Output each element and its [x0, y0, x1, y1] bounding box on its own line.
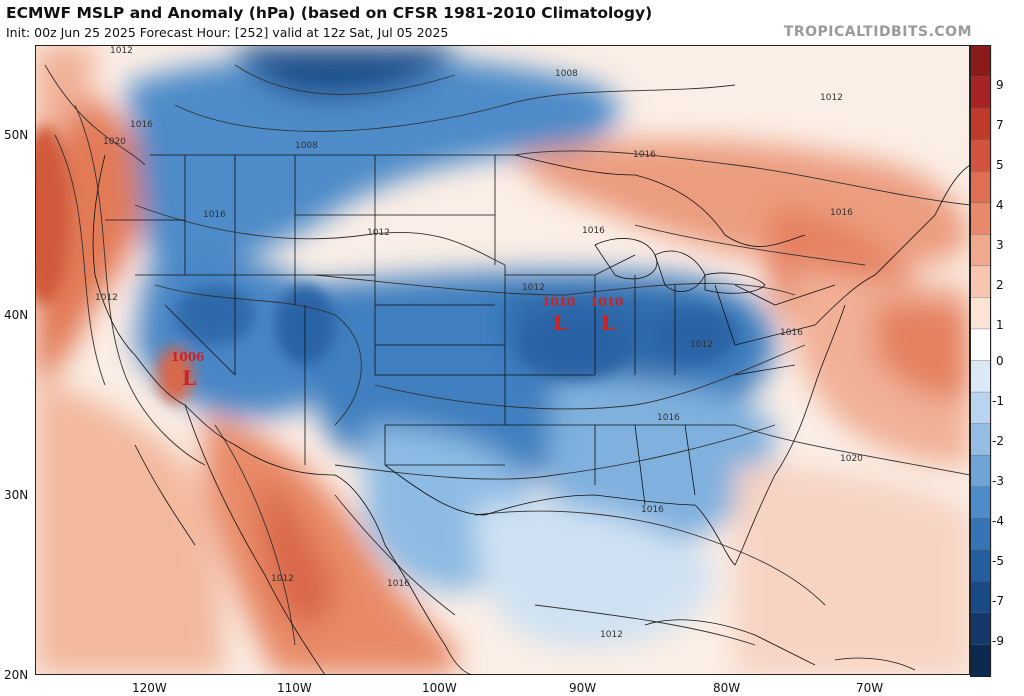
lon-label: 90W — [569, 681, 597, 695]
low-pressure-value: 1010 — [590, 295, 623, 309]
isobar-label: 1016 — [657, 413, 680, 423]
colorbar-swatch — [970, 202, 992, 235]
isobar-label: 1016 — [582, 226, 605, 236]
colorbar-swatch — [970, 265, 992, 299]
colorbar-tick-label: -4 — [992, 514, 1004, 528]
lon-label: 80W — [713, 681, 741, 695]
low-pressure-centers: 1006 L 1010 L 1010 L — [171, 295, 623, 390]
colorbar-tick-label: -3 — [992, 474, 1004, 488]
lat-label: 50N — [4, 128, 29, 142]
low-pressure-value: 1010 — [542, 295, 575, 309]
colorbar-tick-label: -9 — [992, 634, 1004, 648]
low-pressure-value: 1006 — [171, 350, 204, 364]
isobar-label: 1016 — [641, 505, 664, 515]
colorbar-swatch — [970, 581, 992, 614]
map-subtitle: Init: 00z Jun 25 2025 Forecast Hour: [25… — [6, 25, 449, 40]
colorbar-swatch — [970, 518, 992, 551]
colorbar-tick-labels: 9 7 5 4 3 2 1 0 -1 -2 -3 -4 -5 -7 -9 — [992, 78, 1004, 648]
isobar-label: 1012 — [820, 93, 843, 103]
colorbar-swatch — [970, 107, 992, 141]
isobar-label: 1012 — [522, 283, 545, 293]
isobar-lines — [44, 64, 970, 646]
colorbar-swatch — [970, 76, 992, 109]
colorbar-swatch — [970, 391, 992, 425]
colorbar-swatch — [970, 549, 992, 583]
colorbar-swatch — [970, 170, 992, 204]
mslp-anomaly-map: 1012 1016 1020 1008 1012 1016 1012 1016 … — [35, 45, 970, 675]
colorbar-swatch — [970, 360, 992, 393]
colorbar-swatch — [970, 423, 992, 456]
colorbar-swatch — [970, 612, 992, 646]
isobar-label: 1016 — [387, 579, 410, 589]
lon-label: 70W — [856, 681, 884, 695]
colorbar-tick-label: 5 — [996, 158, 1004, 172]
colorbar-swatch — [970, 45, 992, 78]
colorbar-tick-label: 4 — [996, 198, 1004, 212]
lon-label: 120W — [132, 681, 167, 695]
isobar-label: 1008 — [295, 141, 318, 151]
lat-label: 20N — [4, 668, 29, 682]
isobar-label: 1016 — [780, 328, 803, 338]
colorbar-swatch — [970, 234, 992, 267]
isobar-label: 1012 — [367, 228, 390, 238]
colorbar-swatch — [970, 644, 992, 677]
isobar-label: 1008 — [555, 69, 578, 79]
lat-label: 40N — [4, 308, 29, 322]
isobar-label: 1012 — [95, 293, 118, 303]
colorbar-tick-label: 7 — [996, 118, 1004, 132]
isobar-label: 1012 — [110, 46, 133, 56]
low-pressure-symbol: L — [553, 311, 567, 335]
colorbar-swatch — [970, 139, 992, 172]
colorbar-tick-label: 3 — [996, 238, 1004, 252]
colorbar-swatch — [970, 454, 992, 488]
colorbar-tick-label: 0 — [996, 354, 1004, 368]
isobar-label: 1012 — [271, 574, 294, 584]
isobar-label: 1020 — [840, 454, 863, 464]
lon-label: 100W — [422, 681, 457, 695]
low-pressure-symbol: L — [182, 366, 196, 390]
isobar-value-labels: 1012 1016 1020 1008 1012 1016 1012 1016 … — [95, 46, 863, 640]
colorbar-swatch — [970, 486, 992, 519]
isobar-label: 1016 — [130, 120, 153, 130]
isobar-label: 1012 — [690, 340, 713, 350]
colorbar-swatch — [970, 328, 992, 362]
isobar-label: 1012 — [600, 630, 623, 640]
lon-label: 110W — [277, 681, 312, 695]
map-title: ECMWF MSLP and Anomaly (hPa) (based on C… — [6, 4, 653, 22]
colorbar-swatch — [970, 297, 992, 330]
anomaly-detail — [35, 125, 735, 403]
colorbar-tick-label: -1 — [992, 394, 1004, 408]
brand-watermark: TROPICALTIDBITS.COM — [783, 24, 972, 40]
colorbar-tick-label: -5 — [992, 554, 1004, 568]
isobar-label: 1020 — [103, 137, 126, 147]
colorbar-tick-label: -2 — [992, 434, 1004, 448]
lat-label: 30N — [4, 488, 29, 502]
colorbar-tick-label: 1 — [996, 318, 1004, 332]
low-pressure-symbol: L — [601, 311, 615, 335]
isobar-label: 1016 — [633, 150, 656, 160]
political-borders — [92, 154, 970, 675]
colorbar-tick-label: 9 — [996, 78, 1004, 92]
isobar-label: 1016 — [203, 210, 226, 220]
colorbar-tick-label: -7 — [992, 594, 1004, 608]
anomaly-colorbar: 9 7 5 4 3 2 1 0 -1 -2 -3 -4 -5 -7 -9 — [970, 45, 1004, 677]
colorbar-tick-label: 2 — [996, 278, 1004, 292]
colorbar-swatches — [970, 45, 992, 677]
isobar-label: 1016 — [830, 208, 853, 218]
